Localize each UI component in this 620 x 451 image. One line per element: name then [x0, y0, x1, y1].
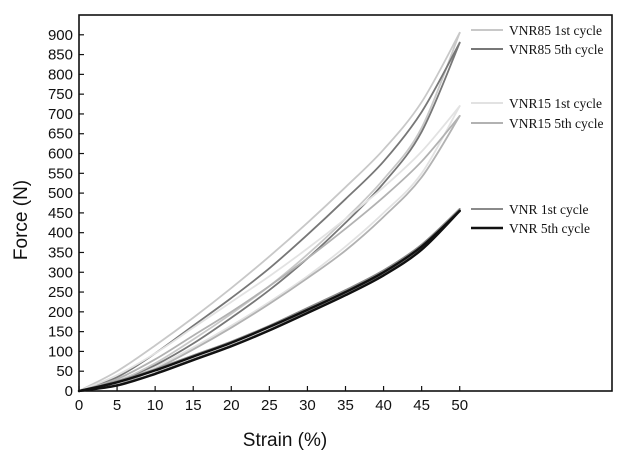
series-vnr85-5th-cycle-loading-line	[78, 41, 461, 392]
y-tick-label: 450	[48, 205, 73, 222]
x-tick-label: 20	[223, 397, 240, 414]
x-tick-label: 5	[113, 397, 121, 414]
x-tick-label: 10	[147, 397, 164, 414]
legend-label-vnr-5th-cycle: VNR 5th cycle	[509, 221, 590, 236]
y-tick-label: 50	[56, 363, 73, 380]
series-vnr-1st-cycle-unloading-line	[78, 208, 461, 392]
x-tick-label: 25	[261, 397, 278, 414]
legend-label-vnr15-5th-cycle: VNR15 5th cycle	[509, 116, 603, 131]
y-tick-label: 150	[48, 324, 73, 341]
y-tick-label: 500	[48, 185, 73, 202]
y-tick-label: 850	[48, 47, 73, 64]
x-tick-label: 35	[337, 397, 354, 414]
curves	[77, 31, 461, 393]
y-axis-ticks: 0 50 100 150 200 250 300 350 400 450 500 550 600 650 7…	[48, 27, 84, 400]
y-tick-label: 300	[48, 264, 73, 281]
series-vnr-5th-cycle-unloading-line	[77, 209, 461, 393]
y-tick-label: 600	[48, 146, 73, 163]
x-axis-title: Strain (%)	[243, 430, 327, 451]
x-axis-ticks: 0 5 10 15 20 25 30 35 40 45 50	[75, 386, 468, 414]
series-vnr-1st-cycle-loading-line	[78, 208, 461, 392]
y-tick-label: 550	[48, 165, 73, 182]
y-axis-title: Force (N)	[11, 180, 32, 260]
y-tick-label: 250	[48, 284, 73, 301]
series-vnr85-1st-cycle-unloading-line	[78, 31, 461, 392]
legend-label-vnr15-1st-cycle: VNR15 1st cycle	[509, 96, 602, 111]
x-tick-label: 30	[299, 397, 316, 414]
y-tick-label: 350	[48, 244, 73, 261]
series-vnr85-5th-cycle-unloading-line	[78, 41, 461, 392]
series-vnr15-5th-cycle-loading-line	[78, 115, 461, 392]
y-tick-label: 700	[48, 106, 73, 123]
series-vnr15-1st-cycle-loading-line	[78, 105, 461, 392]
y-tick-label: 650	[48, 126, 73, 143]
x-tick-label: 45	[413, 397, 430, 414]
series-vnr15-1st-cycle-unloading-line	[78, 105, 461, 392]
series-vnr85-1st-cycle-loading-line	[78, 31, 461, 392]
legend-label-vnr85-5th-cycle: VNR85 5th cycle	[509, 42, 603, 57]
legend-label-vnr85-1st-cycle: VNR85 1st cycle	[509, 23, 602, 38]
x-tick-label: 0	[75, 397, 83, 414]
x-tick-label: 40	[375, 397, 392, 414]
y-tick-label: 400	[48, 225, 73, 242]
y-tick-label: 200	[48, 304, 73, 321]
y-tick-label: 100	[48, 343, 73, 360]
y-tick-label: 750	[48, 86, 73, 103]
x-tick-label: 50	[451, 397, 468, 414]
y-tick-label: 900	[48, 27, 73, 44]
y-tick-label: 0	[65, 383, 73, 400]
x-tick-label: 15	[185, 397, 202, 414]
legend-label-vnr-1st-cycle: VNR 1st cycle	[509, 202, 588, 217]
series-vnr-5th-cycle-loading-line	[77, 209, 461, 393]
y-tick-label: 800	[48, 66, 73, 83]
legend: VNR85 1st cycle VNR85 5th cycle VNR15 1st …	[471, 23, 603, 236]
